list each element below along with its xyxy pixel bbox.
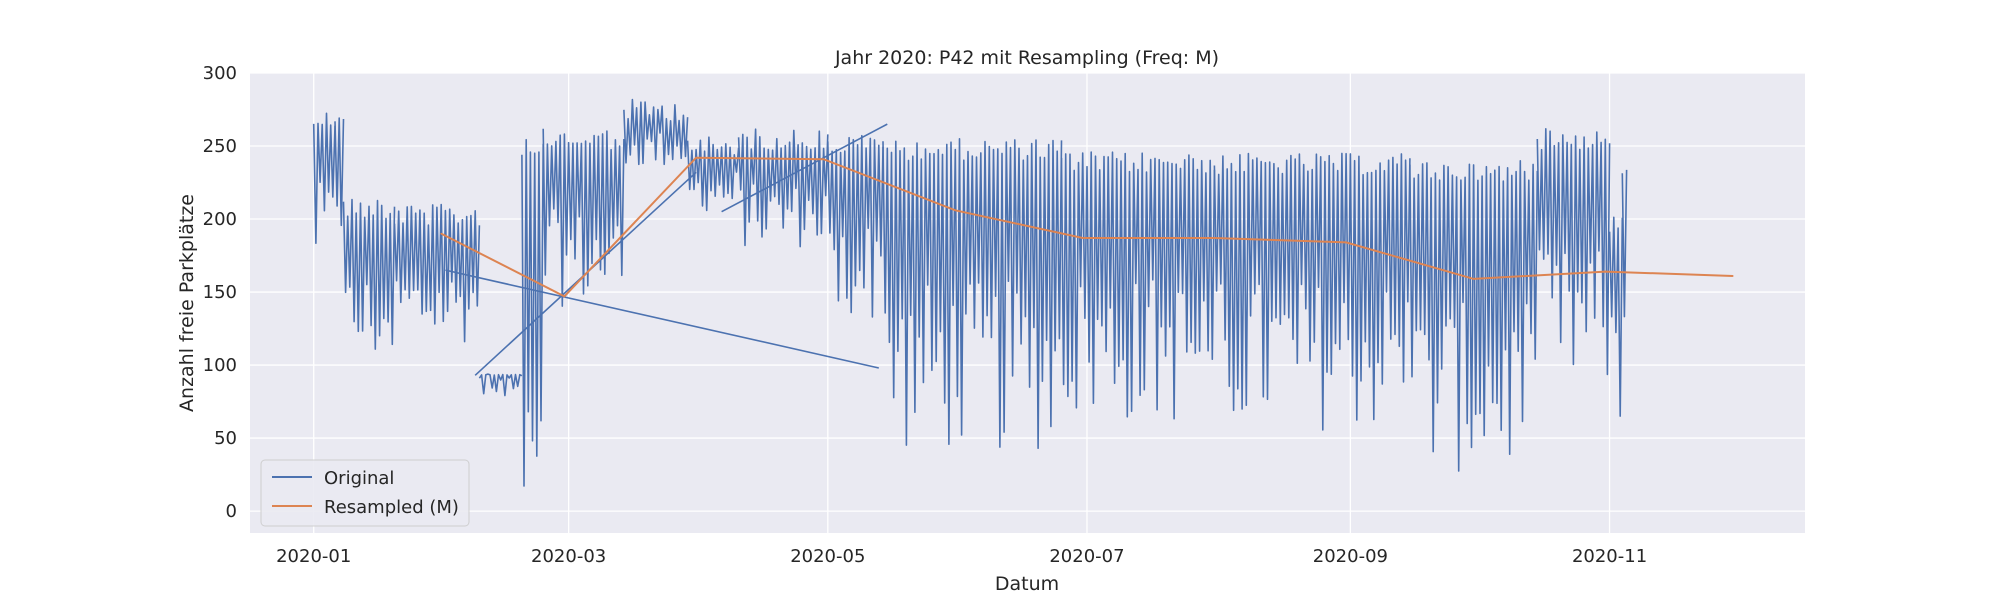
plot-background — [250, 73, 1805, 533]
original-series-line — [334, 117, 345, 227]
resampled-point — [1345, 241, 1347, 244]
resampled-point — [440, 232, 442, 235]
resampled-point — [1213, 237, 1216, 239]
x-tick-label: 2020-05 — [790, 546, 865, 567]
resampled-point — [1604, 270, 1607, 273]
original-series-line — [478, 373, 523, 397]
original-series-line — [542, 128, 625, 307]
legend-label-original: Original — [324, 468, 394, 489]
original-series-line — [1409, 160, 1539, 472]
original-series-line — [1060, 151, 1216, 420]
y-tick-label: 300 — [203, 63, 237, 84]
y-tick-label: 100 — [203, 355, 237, 376]
x-tick-label: 2020-07 — [1049, 546, 1124, 567]
original-series-line — [393, 203, 481, 343]
original-series-line — [1608, 216, 1624, 417]
y-tick-label: 250 — [203, 136, 237, 157]
resampled-point — [822, 158, 825, 160]
resampled-point — [1081, 237, 1084, 239]
original-series-line — [342, 198, 396, 350]
original-series-line — [312, 112, 336, 244]
x-tick-label: 2020-03 — [531, 546, 606, 567]
original-series-line — [737, 128, 829, 248]
resampled-point — [695, 156, 697, 159]
original-series-line — [1621, 169, 1628, 318]
y-tick-label: 200 — [203, 209, 237, 230]
chart-title: Jahr 2020: P42 mit Resampling (Freq: M) — [834, 47, 1219, 69]
original-series-line — [721, 123, 888, 213]
x-tick-label: 2020-11 — [1572, 546, 1647, 567]
resampled-point — [1472, 278, 1475, 280]
y-axis-label: Anzahl freie Parkplätze — [176, 194, 198, 412]
resampled-point — [954, 209, 957, 212]
resampled-point — [1731, 275, 1734, 277]
original-series-group — [312, 98, 1628, 487]
x-tick-label: 2020-01 — [276, 546, 351, 567]
original-series-line — [521, 138, 544, 487]
legend-box — [260, 459, 470, 527]
x-axis-label: Datum — [995, 573, 1059, 595]
legend: Original Resampled (M) — [260, 459, 470, 527]
tick-labels: 2020-01 2020-03 2020-05 2020-07 2020-09 2020-… — [203, 63, 1648, 567]
original-series-line — [445, 269, 879, 369]
original-series-line — [827, 134, 884, 318]
y-tick-label: 0 — [226, 501, 237, 522]
original-series-line — [686, 136, 740, 212]
y-tick-label: 150 — [203, 282, 237, 303]
x-tick-label: 2020-09 — [1313, 546, 1388, 567]
resampled-series-group — [440, 156, 1734, 298]
original-series-line — [1213, 152, 1411, 431]
original-series-line — [882, 138, 1063, 450]
resampled-point — [563, 295, 566, 298]
original-series-line — [1536, 128, 1611, 376]
y-tick-label: 50 — [214, 428, 237, 449]
legend-label-resampled: Resampled (M) — [324, 497, 459, 518]
original-series-line — [623, 98, 689, 166]
